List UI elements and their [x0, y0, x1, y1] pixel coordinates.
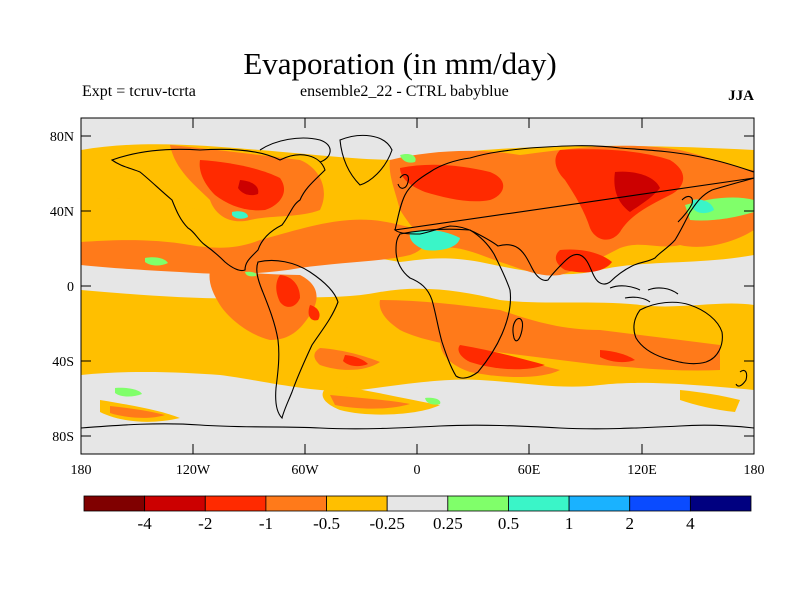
- x-tick-label: 0: [414, 463, 421, 478]
- colorbar-swatch: [83, 495, 146, 512]
- colorbar-swatch: [508, 495, 570, 512]
- x-tick-label: 180: [71, 463, 92, 478]
- y-tick-label: 80S: [52, 430, 74, 445]
- colorbar-label: 1: [565, 514, 574, 533]
- x-tick-label: 120W: [176, 463, 211, 478]
- colorbar-label: -4: [138, 514, 153, 533]
- x-tick-label: 180: [744, 463, 765, 478]
- colorbar-label: -1: [259, 514, 273, 533]
- colorbar-swatch: [629, 495, 691, 512]
- season-label: JJA: [728, 88, 754, 104]
- ensemble-label: ensemble2_22 - CTRL babyblue: [300, 83, 509, 100]
- y-tick-label: 0: [67, 280, 74, 295]
- coastlines: [81, 134, 754, 430]
- y-tick-label: 40N: [50, 205, 74, 220]
- colorbar-label: 2: [625, 514, 634, 533]
- contour-fills: [81, 134, 754, 430]
- colorbar-label: 4: [686, 514, 695, 533]
- map-title: Evaporation (in mm/day): [243, 46, 557, 81]
- colorbar: -4 -2 -1 -0.5 -0.25 0.25 0.5 1 2 4: [83, 495, 752, 533]
- colorbar-swatch: [204, 495, 267, 512]
- experiment-label: Expt = tcruv-tcrta: [82, 83, 196, 100]
- colorbar-label: -2: [198, 514, 212, 533]
- colorbar-swatch: [144, 495, 206, 512]
- colorbar-swatch: [265, 495, 327, 512]
- colorbar-swatch: [326, 495, 388, 512]
- colorbar-swatch: [568, 495, 631, 512]
- colorbar-label: 0.5: [498, 514, 519, 533]
- x-axis-ticks: [192, 118, 643, 454]
- colorbar-label: 0.25: [433, 514, 463, 533]
- y-tick-label: 40S: [52, 355, 74, 370]
- colorbar-swatch: [447, 495, 509, 512]
- y-tick-label: 80N: [50, 130, 74, 145]
- x-tick-label: 60E: [518, 463, 541, 478]
- y-axis-ticks: [81, 135, 754, 437]
- x-tick-label: 120E: [627, 463, 657, 478]
- colorbar-label: -0.25: [369, 514, 404, 533]
- colorbar-swatch: [386, 495, 449, 512]
- colorbar-label: -0.5: [313, 514, 340, 533]
- x-tick-label: 60W: [291, 463, 319, 478]
- colorbar-swatch: [689, 495, 752, 512]
